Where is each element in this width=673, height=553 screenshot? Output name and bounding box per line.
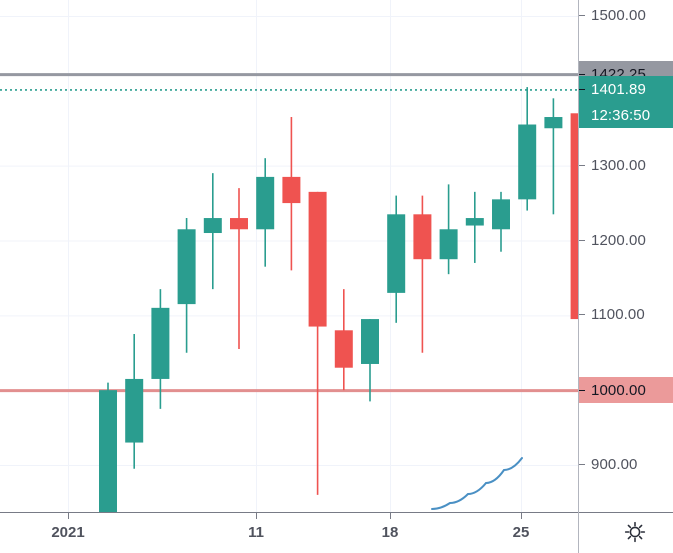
candle bbox=[544, 98, 563, 215]
price-marker-lines bbox=[0, 73, 578, 393]
candle bbox=[361, 319, 379, 402]
candle bbox=[465, 191, 484, 263]
candle bbox=[99, 382, 117, 512]
time-tick-label: 2021 bbox=[51, 524, 85, 541]
time-tick-label: 25 bbox=[512, 524, 530, 541]
price-tick-mark bbox=[579, 314, 585, 316]
axis-corner-divider bbox=[578, 512, 579, 553]
badge-tick-mark bbox=[579, 89, 585, 91]
price-tick-label: 1300.00 bbox=[591, 156, 646, 174]
price-tick-label: 900.00 bbox=[591, 456, 638, 473]
time-tick-label: 18 bbox=[381, 524, 399, 541]
price-tick-mark bbox=[579, 239, 585, 241]
horizontal-gridlines bbox=[0, 16, 578, 466]
chart-plot-area[interactable] bbox=[0, 0, 578, 512]
time-tick-mark bbox=[68, 513, 69, 519]
candlestick-svg bbox=[0, 0, 578, 512]
time-tick-mark bbox=[390, 513, 391, 519]
price-axis[interactable]: 1500.00 1300.00 1200.00 1100.00 1000.00 900.0… bbox=[578, 0, 673, 512]
time-tick-mark bbox=[256, 513, 257, 519]
candle bbox=[334, 289, 353, 391]
base-price-label: 1000.00 bbox=[591, 381, 646, 399]
time-axis[interactable]: 2021 11 18 25 bbox=[0, 512, 673, 553]
base-price-badge[interactable]: 1000.00 bbox=[579, 377, 673, 404]
candle bbox=[492, 191, 510, 252]
indicator-curve bbox=[431, 457, 523, 510]
candle bbox=[125, 334, 144, 469]
last-price-label: 1401.89 bbox=[591, 80, 646, 98]
candle bbox=[518, 87, 537, 211]
candle bbox=[439, 184, 458, 275]
candle bbox=[387, 195, 406, 323]
countdown-label: 12:36:50 bbox=[591, 106, 651, 124]
candle bbox=[230, 188, 248, 350]
last-price-badge[interactable]: 1401.89 bbox=[579, 76, 673, 103]
candle bbox=[413, 195, 432, 353]
badge-tick-mark bbox=[579, 74, 585, 76]
candle bbox=[177, 218, 196, 353]
countdown-badge[interactable]: 12:36:50 bbox=[579, 102, 673, 129]
candle-series bbox=[99, 87, 578, 512]
badge-tick-mark bbox=[579, 390, 585, 392]
candle bbox=[151, 289, 170, 409]
candle bbox=[308, 191, 327, 495]
price-tick-mark bbox=[579, 15, 585, 16]
price-tick-mark bbox=[579, 464, 585, 465]
price-tick-label: 1500.00 bbox=[591, 7, 646, 24]
gear-icon-glyph bbox=[624, 521, 646, 543]
price-tick-label: 1200.00 bbox=[591, 231, 646, 249]
candle bbox=[570, 113, 578, 320]
price-tick-label: 1100.00 bbox=[591, 306, 645, 324]
time-tick-mark bbox=[521, 513, 522, 519]
candle bbox=[203, 173, 222, 290]
gear-icon[interactable] bbox=[617, 517, 653, 547]
time-tick-label: 11 bbox=[248, 524, 264, 541]
candle bbox=[282, 117, 301, 271]
price-tick-mark bbox=[579, 164, 585, 166]
candle bbox=[256, 158, 275, 267]
